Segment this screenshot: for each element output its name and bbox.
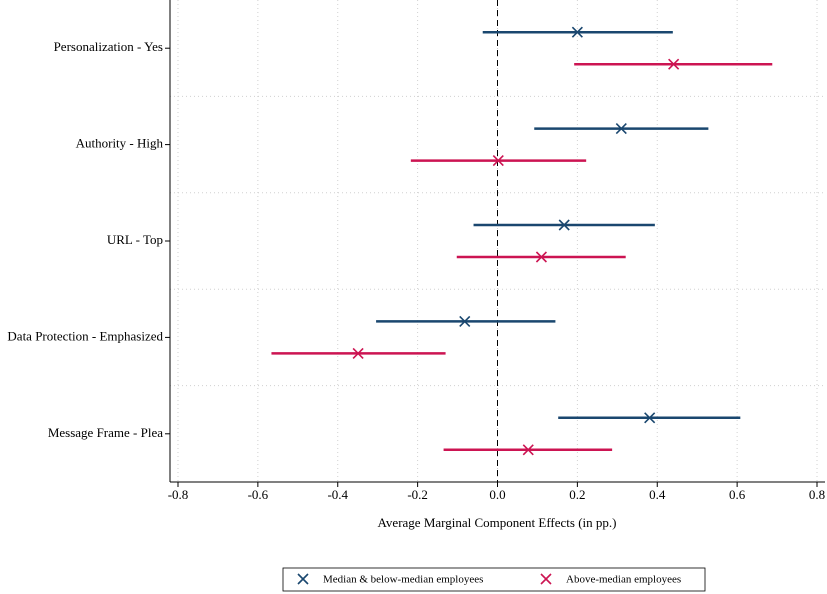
y-tick-label: URL - Top <box>107 232 163 247</box>
x-tick-label: -0.8 <box>168 487 189 502</box>
y-tick-label: Personalization - Yes <box>54 39 163 54</box>
point-marker <box>644 412 656 424</box>
legend-marker <box>540 573 552 585</box>
x-tick-label: 0.6 <box>729 487 746 502</box>
point-marker <box>535 251 547 263</box>
y-tick-label: Data Protection - Emphasized <box>7 328 163 343</box>
point-marker <box>459 315 471 327</box>
point-marker <box>558 219 570 231</box>
y-tick-label: Authority - High <box>76 136 164 151</box>
point-marker <box>668 58 680 70</box>
x-tick-label: 0.0 <box>489 487 505 502</box>
point-marker <box>522 444 534 456</box>
point-marker <box>571 26 583 38</box>
x-tick-label: -0.2 <box>407 487 428 502</box>
x-tick-label: 0.8 <box>809 487 825 502</box>
point-marker <box>352 347 364 359</box>
x-tick-label: -0.6 <box>248 487 269 502</box>
y-tick-label: Message Frame - Plea <box>48 425 163 440</box>
x-tick-label: 0.2 <box>569 487 585 502</box>
legend-marker <box>297 573 309 585</box>
x-tick-label: -0.4 <box>327 487 348 502</box>
point-marker <box>615 123 627 135</box>
x-axis-title: Average Marginal Component Effects (in p… <box>378 515 617 530</box>
x-tick-label: 0.4 <box>649 487 666 502</box>
legend-box <box>282 567 706 592</box>
legend-label: Median & below-median employees <box>323 574 483 586</box>
legend-label: Above-median employees <box>566 574 681 586</box>
point-marker <box>492 155 504 167</box>
